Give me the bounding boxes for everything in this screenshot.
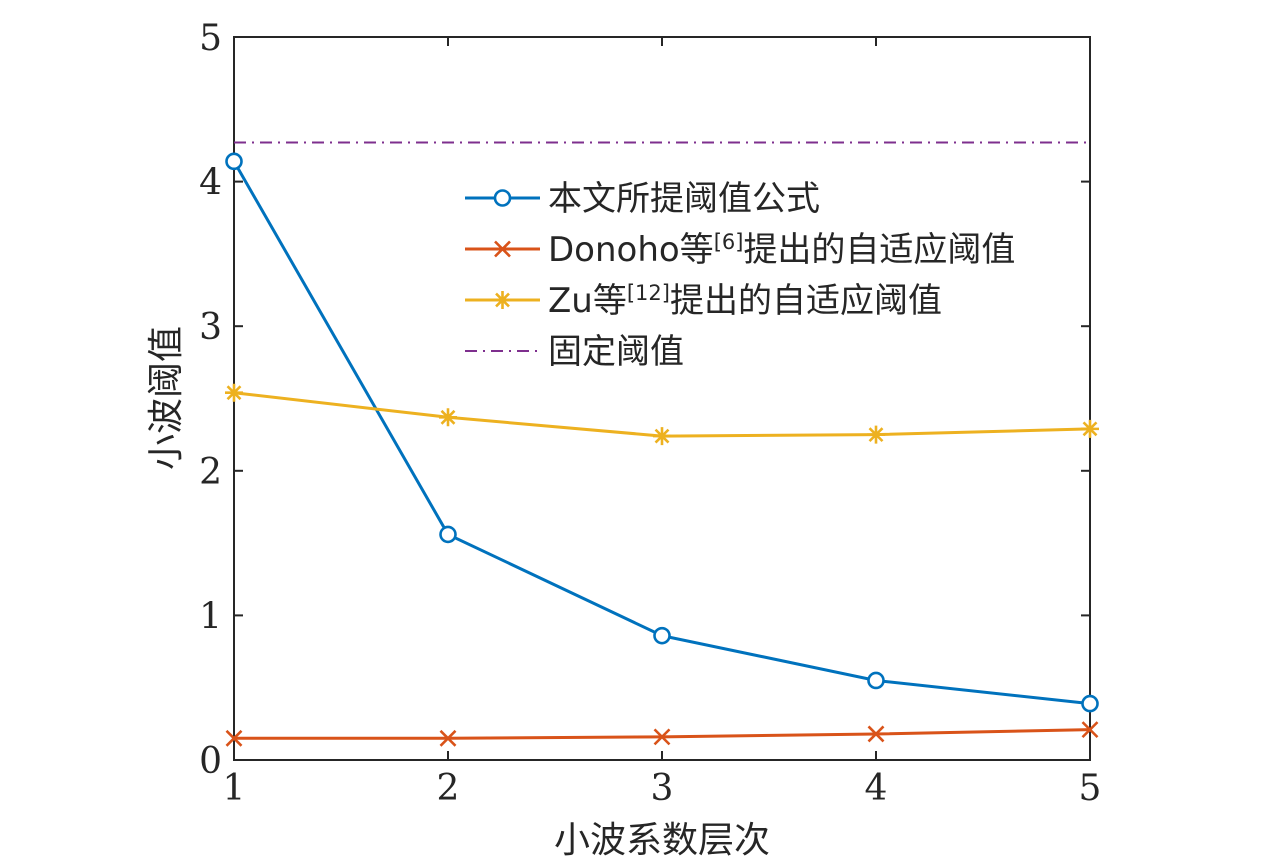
legend-label-part: [6] <box>714 230 744 254</box>
y-tick-label: 5 <box>199 18 222 59</box>
data-point <box>225 383 243 402</box>
x-axis-label: 小波系数层次 <box>554 820 770 861</box>
legend-item: 固定阈值 <box>465 332 684 372</box>
data-point <box>653 626 671 645</box>
x-tick-label: 4 <box>865 768 888 809</box>
data-point <box>653 427 671 446</box>
legend-label-part: 提出的自适应阈值 <box>743 230 1015 270</box>
y-tick-label: 3 <box>199 307 222 348</box>
data-point <box>439 408 457 427</box>
data-point <box>439 729 457 747</box>
x-tick-label: 3 <box>651 768 674 809</box>
legend: 本文所提阈值公式Donoho等[6]提出的自适应阈值Zu等[12]提出的自适应阈… <box>465 179 1015 372</box>
x-tick-label: 2 <box>437 768 460 809</box>
data-point <box>225 729 243 747</box>
legend-label-part: Zu等 <box>548 281 627 321</box>
x-tick-label: 5 <box>1079 768 1102 809</box>
data-point <box>867 425 885 444</box>
legend-label: 本文所提阈值公式 <box>548 179 820 219</box>
series-2 <box>225 721 1099 747</box>
data-point <box>1081 721 1099 739</box>
y-axis-label: 小波阈值 <box>146 326 187 470</box>
data-point <box>439 525 457 544</box>
data-point <box>1081 419 1099 438</box>
legend-marker <box>493 189 512 207</box>
x-tick-label: 1 <box>223 768 246 809</box>
data-point <box>225 152 243 171</box>
y-tick-label: 0 <box>199 741 222 782</box>
legend-item: Donoho等[6]提出的自适应阈值 <box>465 230 1015 270</box>
legend-label: 固定阈值 <box>548 332 684 372</box>
y-tick-label: 1 <box>199 596 222 637</box>
legend-item: Zu等[12]提出的自适应阈值 <box>465 281 942 321</box>
series-3 <box>225 383 1099 446</box>
legend-label-part: Donoho等 <box>548 230 714 270</box>
legend-label-part: [12] <box>627 281 670 305</box>
legend-label-part: 提出的自适应阈值 <box>670 281 942 321</box>
data-point <box>867 671 885 690</box>
legend-marker <box>494 240 511 258</box>
legend-label: Zu等[12]提出的自适应阈值 <box>548 281 942 321</box>
data-point <box>653 728 671 746</box>
legend-marker <box>493 291 512 309</box>
data-point <box>867 725 885 743</box>
legend-item: 本文所提阈值公式 <box>465 179 820 219</box>
data-point <box>1081 694 1099 713</box>
legend-label: Donoho等[6]提出的自适应阈值 <box>548 230 1015 270</box>
series-layer <box>225 141 1099 747</box>
y-tick-label: 2 <box>199 452 222 493</box>
plot-area <box>233 36 1091 761</box>
y-tick-label: 4 <box>199 163 222 204</box>
